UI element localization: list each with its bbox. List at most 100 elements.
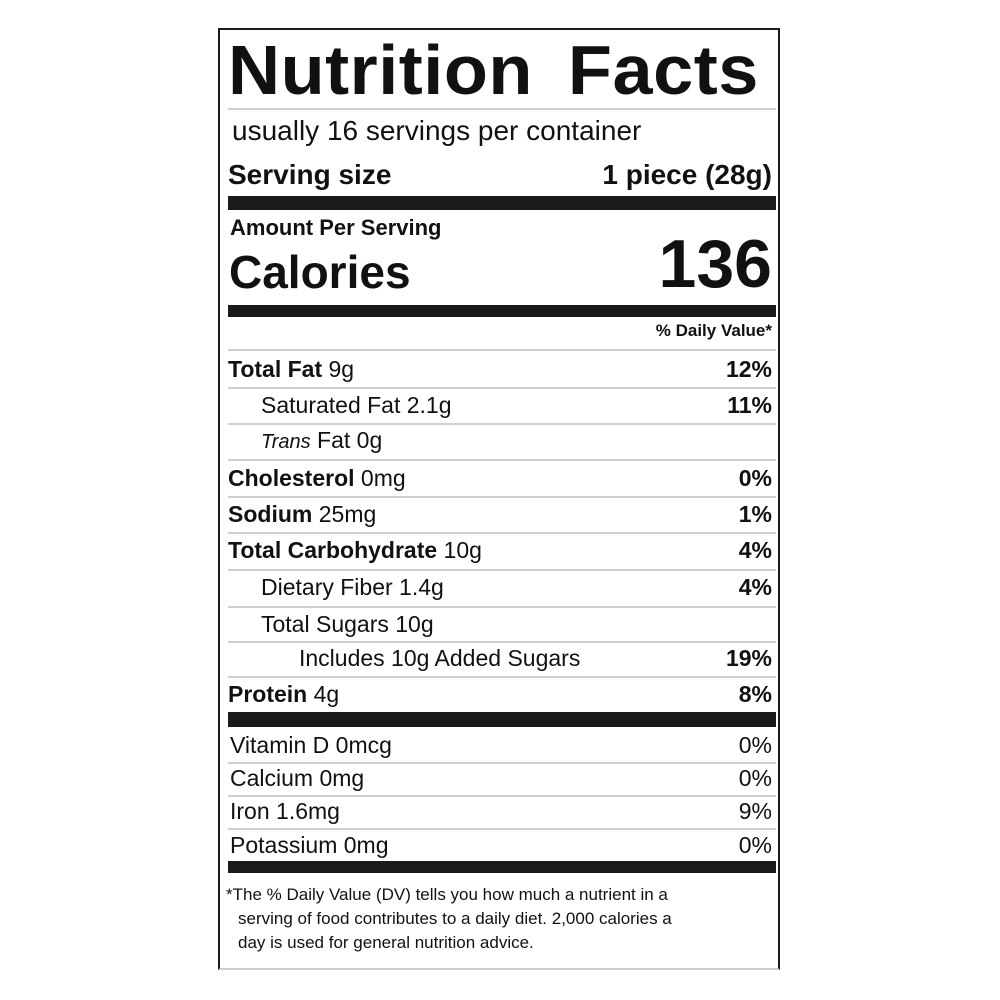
nutrient-amount: 10g <box>443 536 482 563</box>
nutrient-label: Total Carbohydrate 10g <box>228 537 482 564</box>
vitamin-row: Calcium 0mg 0% <box>230 761 772 795</box>
nutrient-daily-value: 1% <box>738 500 772 527</box>
vitamin-row: Iron 1.6mg 9% <box>230 794 772 828</box>
nutrient-name: Saturated Fat <box>261 391 401 418</box>
divider <box>228 762 776 764</box>
nutrient-label: Total Sugars 10g <box>228 611 434 638</box>
vitamin-label: Iron 1.6mg <box>230 798 340 825</box>
nutrient-row: Sodium 25mg 1% <box>228 497 772 531</box>
servings-per-container: usually 16 servings per container <box>232 115 642 146</box>
vitamin-amount: 0mcg <box>335 731 392 758</box>
footnote-line: day is used for general nutrition advice… <box>238 933 534 952</box>
nutrient-row: Total Sugars 10g <box>228 607 772 641</box>
divider <box>228 676 776 678</box>
nutrient-label: Total Fat 9g <box>228 356 354 383</box>
nutrient-row: Protein 4g 8% <box>228 677 772 711</box>
nutrient-daily-value: 12% <box>725 355 772 382</box>
nutrient-row: Total Fat 9g 12% <box>228 352 772 386</box>
vitamin-amount: 0mg <box>319 764 365 791</box>
vitamin-row: Vitamin D 0mcg 0% <box>230 728 772 762</box>
nutrient-name: Protein <box>228 680 308 707</box>
nutrient-label: Saturated Fat 2.1g <box>228 392 452 419</box>
nutrient-label: Sodium 25mg <box>228 501 376 528</box>
nutrient-row: Trans Fat 0g <box>228 423 772 457</box>
vitamin-daily-value: 0% <box>738 764 772 791</box>
nutrient-amount: 25mg <box>318 500 377 527</box>
nutrient-daily-value: 4% <box>738 536 772 563</box>
vitamin-name: Calcium <box>230 764 314 791</box>
divider <box>228 828 776 830</box>
divider <box>228 641 776 643</box>
nutrient-name: Sodium <box>228 500 313 527</box>
divider <box>228 496 776 498</box>
nutrient-name: Total Sugars <box>261 610 389 637</box>
thick-divider <box>228 305 776 317</box>
nutrient-daily-value: 0% <box>738 464 772 491</box>
nutrient-row: Includes 10g Added Sugars 19% <box>228 641 772 675</box>
nutrient-name: Trans <box>261 430 311 453</box>
nutrient-amount: 0mg <box>360 464 406 491</box>
divider <box>228 606 776 608</box>
nutrient-row: Cholesterol 0mg 0% <box>228 461 772 495</box>
nutrient-amount: 9g <box>328 355 355 382</box>
divider <box>228 108 776 110</box>
thick-divider <box>228 861 776 873</box>
divider <box>228 795 776 797</box>
divider <box>228 532 776 534</box>
serving-size-row: Serving size 1 piece (28g) <box>228 158 772 192</box>
nutrient-amount: 1.4g <box>399 573 444 600</box>
footnote: *The % Daily Value (DV) tells you how mu… <box>226 883 766 955</box>
vitamin-label: Potassium 0mg <box>230 832 389 859</box>
nutrient-row: Saturated Fat 2.1g 11% <box>228 388 772 422</box>
calories-label: Calories <box>229 246 411 298</box>
nutrient-daily-value: 19% <box>725 644 772 671</box>
nutrient-amount: 10g <box>395 610 434 637</box>
nutrition-label <box>218 28 780 970</box>
vitamin-row: Potassium 0mg 0% <box>230 828 772 862</box>
vitamin-name: Vitamin D <box>230 731 330 758</box>
divider <box>228 349 776 351</box>
divider <box>228 569 776 571</box>
nutrient-name: Dietary Fiber <box>261 573 393 600</box>
vitamin-daily-value: 9% <box>738 797 772 824</box>
serving-size-value: 1 piece (28g) <box>602 159 772 190</box>
divider <box>228 423 776 425</box>
nutrient-row: Total Carbohydrate 10g 4% <box>228 533 772 567</box>
nutrient-label: Dietary Fiber 1.4g <box>228 574 444 601</box>
nutrient-amount: 2.1g <box>406 391 452 418</box>
nutrient-name: Includes 10g Added Sugars <box>299 644 581 671</box>
divider <box>228 459 776 461</box>
vitamin-daily-value: 0% <box>738 731 772 758</box>
nutrient-amount: 4g <box>313 680 340 707</box>
amount-per-serving: Amount Per Serving <box>230 215 442 240</box>
nutrient-row: Dietary Fiber 1.4g 4% <box>228 570 772 604</box>
divider <box>228 387 776 389</box>
nutrient-label: Protein 4g <box>228 681 339 708</box>
label-title: Nutrition Facts <box>228 31 759 109</box>
nutrient-name: Total Carbohydrate <box>228 536 438 563</box>
nutrient-label: Includes 10g Added Sugars <box>228 645 580 672</box>
thick-divider <box>228 196 776 210</box>
nutrient-daily-value: 8% <box>738 680 772 707</box>
serving-size-label: Serving size <box>228 159 392 190</box>
vitamin-name: Potassium <box>230 831 338 858</box>
daily-value-header: % Daily Value* <box>655 321 772 340</box>
footnote-line: serving of food contributes to a daily d… <box>238 909 672 928</box>
footnote-line: *The % Daily Value (DV) tells you how mu… <box>226 885 668 904</box>
nutrient-name: Total Fat <box>228 355 323 382</box>
vitamin-label: Vitamin D 0mcg <box>230 732 392 759</box>
nutrient-daily-value: 4% <box>738 573 772 600</box>
thick-divider <box>228 712 776 727</box>
vitamin-daily-value: 0% <box>738 831 772 858</box>
vitamin-amount: 0mg <box>343 831 389 858</box>
nutrient-daily-value: 11% <box>727 391 772 418</box>
vitamin-label: Calcium 0mg <box>230 765 364 792</box>
nutrient-label: Trans Fat 0g <box>228 427 382 454</box>
vitamin-amount: 1.6mg <box>276 797 340 824</box>
calories-value: 136 <box>658 226 772 302</box>
nutrient-name-suffix: Fat <box>317 426 351 453</box>
vitamin-name: Iron <box>230 797 270 824</box>
nutrient-amount: 0g <box>356 426 383 453</box>
nutrient-name: Cholesterol <box>228 464 355 491</box>
nutrient-label: Cholesterol 0mg <box>228 465 406 492</box>
